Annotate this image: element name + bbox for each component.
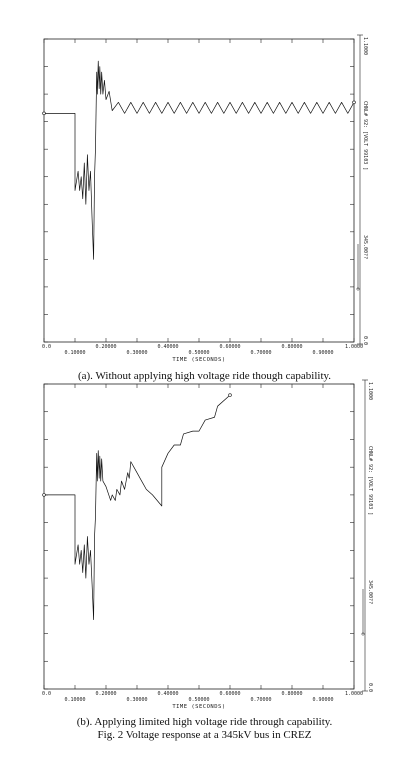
data-point <box>352 100 356 105</box>
plot-frame <box>43 383 355 690</box>
x-tick-label: 0.90000 <box>312 350 333 356</box>
x-tick-label: 0.10000 <box>64 350 85 356</box>
caption-b: (b). Applying limited high voltage ride … <box>76 716 333 728</box>
x-tick-label: 0.40000 <box>157 691 178 697</box>
x-tick-label: 0.30000 <box>126 697 147 703</box>
chart-a: 0.0 0.20000 0.40000 0.60000 0.80000 1.0000 0.1… <box>42 34 368 363</box>
x-tick-label: 0.70000 <box>250 697 271 703</box>
x-tick-label: 0.40000 <box>157 344 178 350</box>
x-tick-label: 0.20000 <box>95 344 116 350</box>
x-tick-label: 0.10000 <box>64 697 85 703</box>
x-axis-title: TIME (SECONDS) <box>172 357 225 363</box>
x-tick-label: 1.0000 <box>345 691 363 697</box>
series-line <box>44 394 231 621</box>
chart-b: 0.0 0.20000 0.40000 0.60000 0.80000 1.0000 0.1… <box>42 379 373 710</box>
data-point <box>42 111 46 116</box>
caption-a: (a). Without applying high voltage ride … <box>77 370 332 382</box>
series-line <box>44 60 355 260</box>
x-tick-label: 0.60000 <box>219 344 240 350</box>
channel-label: CHNL# 92: [VOLT 99103 ] <box>367 446 373 515</box>
base-kv-label: 345.00?? <box>362 235 368 259</box>
y-min-label: 0.0 <box>362 336 368 345</box>
base-kv-label: 345.00?? <box>367 580 373 604</box>
x-tick-label: 0.50000 <box>188 350 209 356</box>
channel-marker-dot <box>356 287 360 291</box>
x-axis-title: TIME (SECONDS) <box>172 704 225 710</box>
data-point <box>228 393 232 397</box>
plot-frame <box>43 38 355 343</box>
x-tick-label: 0.50000 <box>188 697 209 703</box>
x-tick-label: 0.0 <box>42 691 51 697</box>
x-tick-label: 0.70000 <box>250 350 271 356</box>
x-tick-label: 0.0 <box>42 344 51 350</box>
y-max-label: 1.1000 <box>367 382 373 400</box>
x-tick-label: 0.30000 <box>126 350 147 356</box>
x-tick-label: 0.20000 <box>95 691 116 697</box>
figure-caption: Fig. 2 Voltage response at a 345kV bus i… <box>97 729 312 741</box>
channel-marker-dot <box>361 632 365 636</box>
x-tick-label: 1.0000 <box>345 344 363 350</box>
x-tick-label: 0.90000 <box>312 697 333 703</box>
x-tick-label: 0.60000 <box>219 691 240 697</box>
y-max-label: 1.1000 <box>362 37 368 55</box>
data-point <box>42 493 46 497</box>
x-tick-label: 0.80000 <box>281 691 302 697</box>
x-tick-label: 0.80000 <box>281 344 302 350</box>
y-min-label: 0.0 <box>367 683 373 692</box>
channel-label: CHNL# 92: [VOLT 99103 ] <box>362 101 368 170</box>
